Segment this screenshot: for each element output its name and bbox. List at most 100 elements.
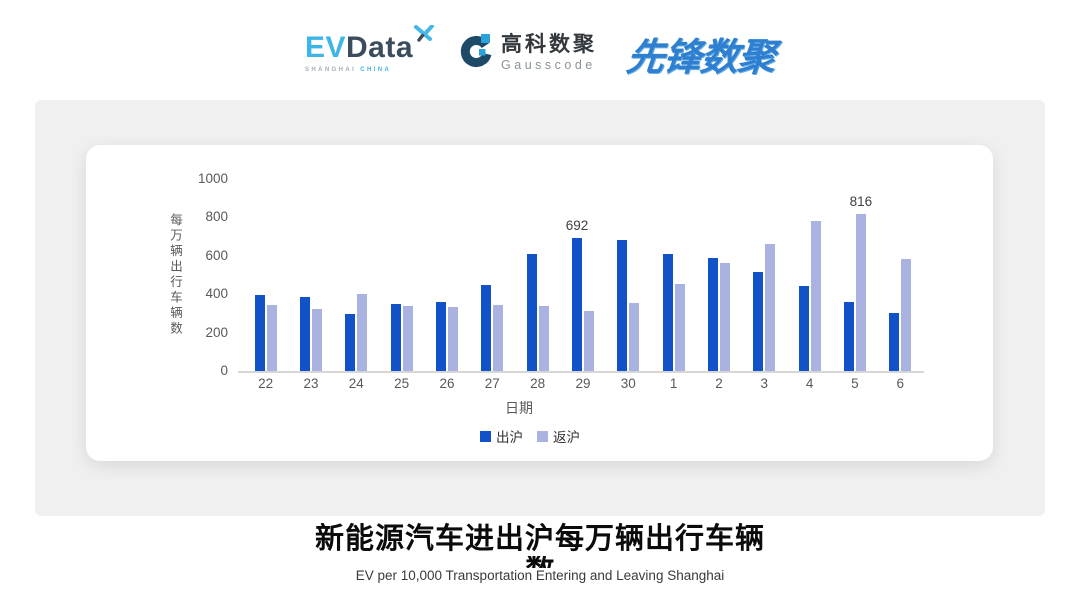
gausscode-text: 高科数聚 Gausscode [501, 34, 597, 72]
bar [447, 307, 458, 371]
legend-label: 返沪 [553, 430, 580, 445]
legend-item: 出沪 [480, 426, 523, 446]
x-tick-label: 23 [303, 376, 319, 391]
x-tick-label: 3 [760, 376, 769, 391]
x-axis-tick-labels: 22 23 24 25 26 27 28 29 30 1 2 3 4 5 6 [243, 376, 923, 391]
bar-group [379, 179, 424, 371]
evdata-sub-shanghai: SHANGHAI [304, 67, 357, 73]
bar [390, 304, 401, 371]
bar [707, 257, 718, 371]
gausscode-logo: 高科数聚 Gausscode [457, 33, 597, 74]
bar [402, 306, 413, 371]
x-tick-label: 4 [805, 376, 814, 391]
evdata-ev-text: EV [304, 31, 346, 64]
bar [662, 254, 673, 371]
header: EV Data SHANGHAI CHINA [0, 22, 1080, 84]
x-tick-label: 26 [439, 376, 455, 391]
y-tick-label: 1000 [197, 171, 228, 186]
bar [345, 314, 356, 371]
gausscode-g-icon [457, 33, 493, 74]
bar-group [742, 179, 787, 371]
x-tick-label: 29 [575, 376, 591, 391]
bar-group [878, 179, 923, 371]
chart-subtitle-en: EV per 10,000 Transportation Entering an… [355, 568, 725, 583]
bar-group [470, 179, 515, 371]
x-tick-label: 24 [348, 376, 364, 391]
bar: 692 [566, 218, 588, 371]
bar [798, 286, 809, 371]
pioneer-logo: 先锋数聚 [624, 36, 777, 79]
bar-group [515, 179, 560, 371]
evdata-wordmark: EV Data [305, 33, 413, 63]
evdata-sub-china: CHINA [360, 67, 392, 73]
x-tick-label: 2 [715, 376, 723, 391]
x-tick-label: 22 [258, 376, 274, 391]
bar-value-label: 816 [849, 194, 873, 210]
bar [311, 308, 322, 371]
bar [843, 301, 854, 371]
x-axis-title: 日期 [505, 400, 533, 416]
bar [810, 221, 821, 371]
bar [889, 313, 900, 371]
bar [493, 304, 504, 371]
bar [753, 271, 764, 371]
bar [357, 294, 368, 371]
y-tick-label: 400 [205, 286, 228, 302]
bar [583, 311, 594, 371]
y-axis-label: 每万辆出行车辆数 [168, 213, 182, 337]
bar [481, 285, 492, 371]
legend-swatch [480, 430, 491, 442]
bar-group: 816 [832, 179, 877, 371]
evdata-data-text: Data [345, 31, 414, 64]
y-tick-label: 600 [205, 247, 228, 263]
x-tick-label: 6 [896, 376, 905, 391]
chart-title-line1: 新能源汽车进出沪每万辆出行车辆 [314, 523, 765, 555]
legend: 出沪 返沪 [86, 426, 974, 446]
x-tick-label: 5 [851, 376, 859, 391]
bar [526, 254, 537, 371]
plot-area: 692 816 [243, 179, 923, 371]
bar [266, 304, 277, 371]
bar [629, 303, 640, 371]
bar [617, 240, 628, 371]
bar-group [787, 179, 832, 371]
bar [719, 262, 730, 371]
y-tick-label: 0 [220, 363, 228, 378]
bar-group [243, 179, 288, 371]
bar [299, 297, 310, 371]
bar-group [424, 179, 469, 371]
bar-group [606, 179, 651, 371]
x-tick-label: 27 [484, 376, 500, 391]
bar [901, 259, 912, 371]
bar: 816 [850, 194, 872, 371]
bar-group [334, 179, 379, 371]
bar-group [288, 179, 333, 371]
chart-card: 每万辆出行车辆数 0 200 400 600 800 1000 692 816 22 23 24… [86, 145, 993, 461]
bar [538, 306, 549, 371]
y-tick-label: 200 [205, 324, 228, 340]
bar-group [696, 179, 741, 371]
y-axis-ticks: 0 200 400 600 800 1000 [182, 171, 230, 378]
x-tick-label: 30 [620, 376, 636, 391]
bar-group: 692 [560, 179, 605, 371]
y-tick-label: 800 [205, 209, 228, 225]
legend-label: 出沪 [496, 430, 523, 445]
evdata-subtitle: SHANGHAI CHINA [305, 67, 413, 73]
slide-panel: 每万辆出行车辆数 0 200 400 600 800 1000 692 816 22 23 24… [35, 100, 1045, 516]
evdata-logo: EV Data SHANGHAI CHINA [305, 24, 435, 73]
bar-value-label: 692 [565, 218, 589, 234]
bar [254, 295, 265, 371]
bar [765, 244, 776, 371]
chart-title-line2-clipped: 数 [0, 556, 1080, 568]
bar-group [651, 179, 696, 371]
gausscode-cn-text: 高科数聚 [501, 33, 598, 57]
x-tick-label: 25 [394, 376, 410, 391]
bar [435, 301, 446, 371]
legend-swatch [537, 430, 548, 442]
gausscode-en-text: Gausscode [501, 58, 596, 73]
legend-item: 返沪 [537, 426, 580, 446]
x-tick-label: 28 [530, 376, 546, 391]
x-tick-label: 1 [669, 376, 678, 391]
x-axis-line [238, 371, 924, 373]
